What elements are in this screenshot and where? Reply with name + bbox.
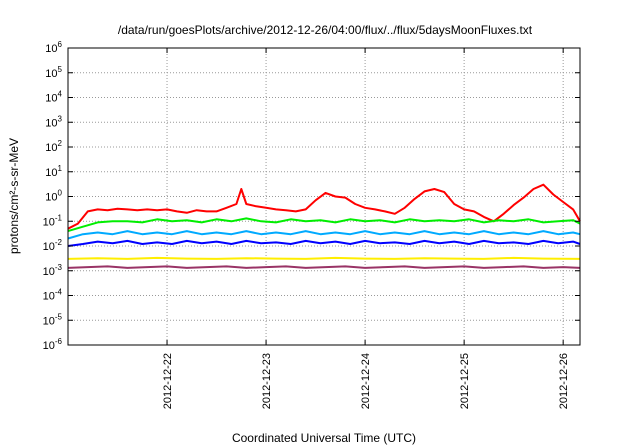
y-tick-base: 10 xyxy=(45,93,57,105)
y-tick-label: 10-6 xyxy=(43,337,63,352)
series-layer xyxy=(67,183,581,269)
y-tick-base: 10 xyxy=(43,340,55,352)
y-tick-exponent: 1 xyxy=(58,164,63,173)
y-tick-base: 10 xyxy=(45,43,57,55)
y-tick-base: 10 xyxy=(45,68,57,80)
y-tick-exponent: -3 xyxy=(55,263,63,272)
y-tick-exponent: -2 xyxy=(55,238,63,247)
y-tick-label: 10-1 xyxy=(43,213,63,228)
series-line-2 xyxy=(67,230,581,240)
y-tick-exponent: -5 xyxy=(55,312,63,321)
x-tick-label: 2012-12-26 xyxy=(558,353,570,409)
y-tick-label: 10-4 xyxy=(43,288,63,303)
y-tick-label: 10-3 xyxy=(43,263,63,278)
series-line-3 xyxy=(67,239,581,247)
y-tick-exponent: -1 xyxy=(55,213,63,222)
x-tick-label: 2012-12-23 xyxy=(261,353,273,409)
y-axis: 10610510410310210110010-110-210-310-410-… xyxy=(43,40,580,352)
y-tick-exponent: 0 xyxy=(58,189,63,198)
x-tick-label: 2012-12-22 xyxy=(162,353,174,409)
y-tick-label: 105 xyxy=(45,65,62,80)
y-tick-label: 106 xyxy=(45,40,62,55)
y-tick-base: 10 xyxy=(45,192,57,204)
y-tick-base: 10 xyxy=(45,142,57,154)
y-tick-exponent: -6 xyxy=(55,337,63,346)
y-axis-label: protons/cm²-s-sr-MeV xyxy=(7,138,21,254)
x-axis-label: Coordinated Universal Time (UTC) xyxy=(232,431,416,445)
y-tick-base: 10 xyxy=(43,241,55,253)
y-tick-exponent: 4 xyxy=(58,90,63,99)
y-tick-base: 10 xyxy=(45,117,57,129)
series-line-1 xyxy=(67,217,581,233)
y-tick-exponent: 5 xyxy=(58,65,63,74)
y-tick-label: 104 xyxy=(45,90,62,105)
y-tick-base: 10 xyxy=(43,266,55,278)
y-tick-label: 102 xyxy=(45,139,62,154)
x-tick-label: 2012-12-25 xyxy=(459,353,471,409)
y-tick-label: 10-5 xyxy=(43,312,63,327)
y-tick-exponent: -4 xyxy=(55,288,63,297)
y-tick-exponent: 3 xyxy=(58,114,63,123)
x-axis: 2012-12-22 2012-12-23 2012-12-24 2012-12-25… xyxy=(162,48,570,409)
y-tick-label: 101 xyxy=(45,164,62,179)
x-tick-label: 2012-12-24 xyxy=(360,353,372,409)
series-line-5 xyxy=(67,265,581,269)
series-line-4 xyxy=(67,256,581,260)
y-tick-base: 10 xyxy=(43,216,55,228)
y-tick-base: 10 xyxy=(45,167,57,179)
y-tick-exponent: 2 xyxy=(58,139,63,148)
y-tick-label: 100 xyxy=(45,189,62,204)
y-tick-label: 103 xyxy=(45,114,62,129)
chart-title: /data/run/goesPlots/archive/2012-12-26/0… xyxy=(118,23,533,37)
y-tick-exponent: 6 xyxy=(58,40,63,49)
y-tick-base: 10 xyxy=(43,315,55,327)
y-tick-label: 10-2 xyxy=(43,238,63,253)
grid xyxy=(68,48,580,345)
y-tick-base: 10 xyxy=(43,291,55,303)
